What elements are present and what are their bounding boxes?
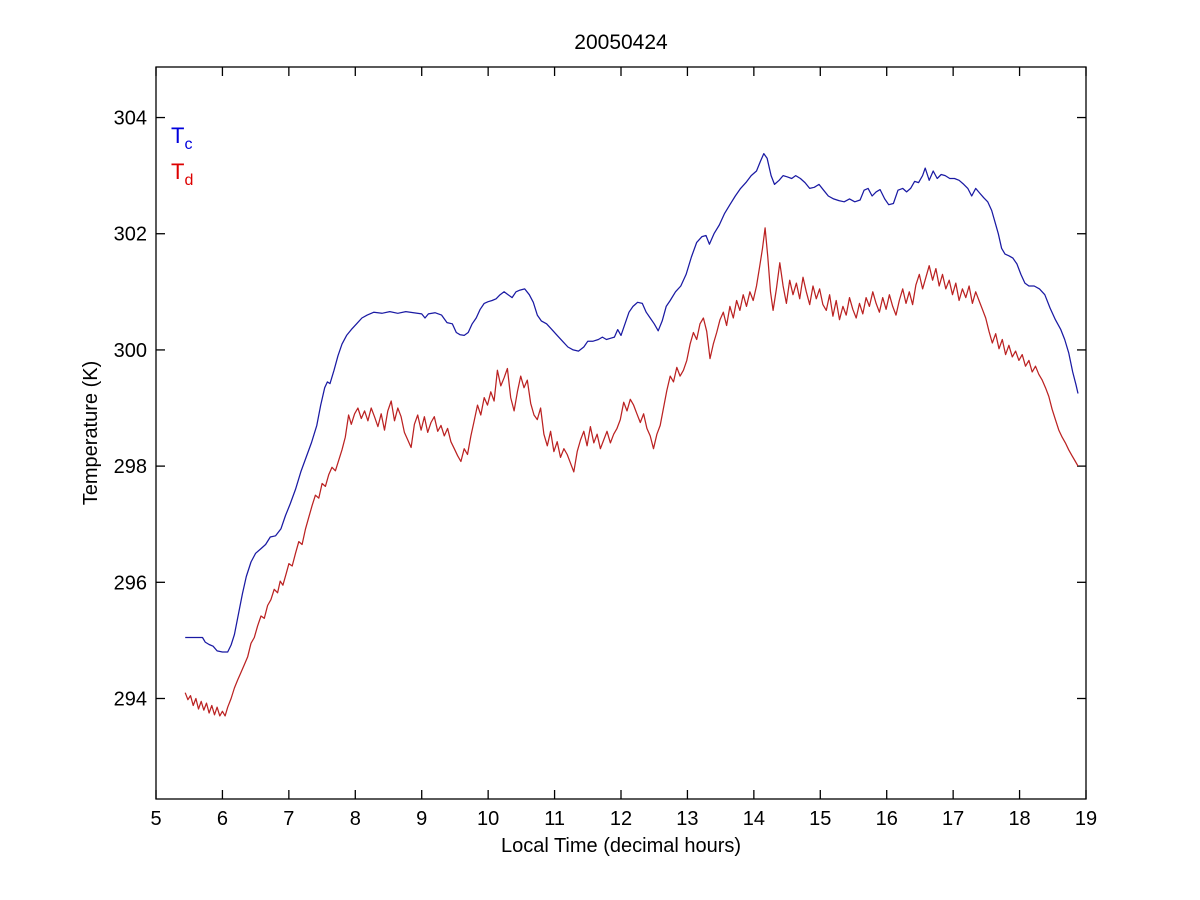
- legend-td-symbol: T: [171, 159, 184, 184]
- x-tick-label: 18: [1008, 808, 1030, 830]
- axes-layer: 5 6 7 8 9 10 11 12 13 14 15 16 17 18 19 294 296 298 300 302…: [114, 66, 1097, 830]
- y-tick-label: 296: [114, 572, 147, 594]
- x-axis-label: Local Time (decimal hours): [501, 835, 741, 857]
- x-tick-label: 11: [544, 808, 565, 830]
- legend-tc-symbol: T: [171, 123, 184, 148]
- y-tick-label: 298: [114, 456, 147, 478]
- x-tick-label: 14: [743, 808, 765, 830]
- x-tick-label: 16: [876, 808, 898, 830]
- legend-entry-td: Td: [171, 159, 193, 189]
- data-series-layer: [184, 152, 1079, 717]
- x-tick-label: 13: [676, 808, 698, 830]
- legend-tc-subscript: c: [184, 136, 192, 153]
- y-tick-label: 294: [114, 688, 147, 710]
- legend-td-subscript: d: [184, 172, 193, 189]
- x-tick-label: 9: [416, 808, 427, 830]
- x-tick-label: 8: [350, 808, 361, 830]
- x-tick-label: 17: [942, 808, 964, 830]
- x-tick-label: 15: [809, 808, 831, 830]
- chart-title: 20050424: [574, 31, 668, 54]
- series-Tc: [185, 152, 1079, 653]
- series-Td: [184, 227, 1079, 717]
- legend-entry-tc: Tc: [171, 123, 192, 153]
- y-tick-label: 302: [114, 224, 147, 246]
- x-tick-label: 19: [1075, 808, 1097, 830]
- y-axis-label: Temperature (K): [80, 361, 102, 506]
- x-tick-label: 6: [217, 808, 228, 830]
- x-tick-label: 10: [477, 808, 499, 830]
- x-tick-label: 12: [610, 808, 632, 830]
- x-tick-label: 7: [283, 808, 294, 830]
- y-tick-label: 300: [114, 340, 147, 362]
- x-tick-label: 5: [150, 808, 161, 830]
- y-tick-label: 304: [114, 108, 147, 130]
